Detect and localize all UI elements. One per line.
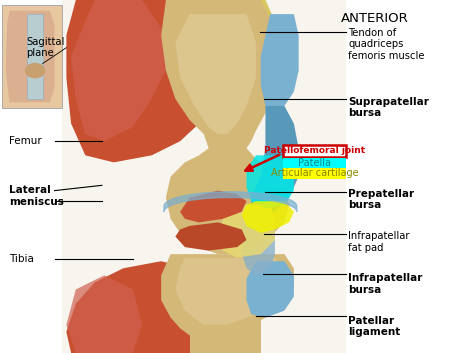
Polygon shape: [71, 0, 171, 141]
Polygon shape: [175, 222, 246, 251]
Polygon shape: [246, 155, 294, 208]
Polygon shape: [6, 11, 55, 102]
Polygon shape: [242, 201, 294, 233]
Text: Femur: Femur: [9, 136, 42, 146]
Text: Tendon of
quadriceps
femoris muscle: Tendon of quadriceps femoris muscle: [348, 28, 425, 61]
FancyBboxPatch shape: [2, 5, 62, 108]
Polygon shape: [180, 191, 246, 222]
Polygon shape: [199, 0, 275, 124]
Circle shape: [26, 64, 45, 78]
Text: Patellar
ligament: Patellar ligament: [348, 316, 401, 337]
FancyBboxPatch shape: [62, 0, 346, 353]
Text: Sagittal
plane: Sagittal plane: [26, 37, 64, 59]
Text: Lateral
meniscus: Lateral meniscus: [9, 185, 64, 207]
Polygon shape: [161, 254, 294, 339]
Polygon shape: [161, 0, 289, 254]
FancyBboxPatch shape: [283, 168, 346, 179]
Polygon shape: [66, 275, 142, 353]
Polygon shape: [261, 14, 299, 113]
Text: Tibia: Tibia: [9, 255, 34, 264]
Polygon shape: [246, 261, 294, 318]
Polygon shape: [104, 0, 218, 141]
Text: Articular cartilage: Articular cartilage: [271, 168, 358, 178]
Polygon shape: [66, 0, 246, 162]
Polygon shape: [175, 258, 284, 325]
FancyBboxPatch shape: [283, 145, 346, 157]
Polygon shape: [175, 176, 285, 204]
Text: Infrapatellar
fat pad: Infrapatellar fat pad: [348, 231, 410, 253]
FancyBboxPatch shape: [27, 14, 43, 99]
Text: Suprapatellar
bursa: Suprapatellar bursa: [348, 97, 429, 119]
Text: ANTERIOR: ANTERIOR: [341, 12, 409, 25]
Polygon shape: [242, 205, 275, 275]
Polygon shape: [66, 261, 209, 353]
Polygon shape: [175, 14, 256, 134]
Polygon shape: [251, 106, 299, 219]
Polygon shape: [218, 205, 275, 258]
Text: Patellofemoral joint: Patellofemoral joint: [264, 146, 365, 155]
FancyBboxPatch shape: [190, 318, 261, 353]
FancyBboxPatch shape: [283, 158, 346, 168]
Text: Prepatellar
bursa: Prepatellar bursa: [348, 189, 415, 210]
Text: Patella: Patella: [298, 158, 331, 168]
Text: Infrapatellar
bursa: Infrapatellar bursa: [348, 273, 423, 295]
